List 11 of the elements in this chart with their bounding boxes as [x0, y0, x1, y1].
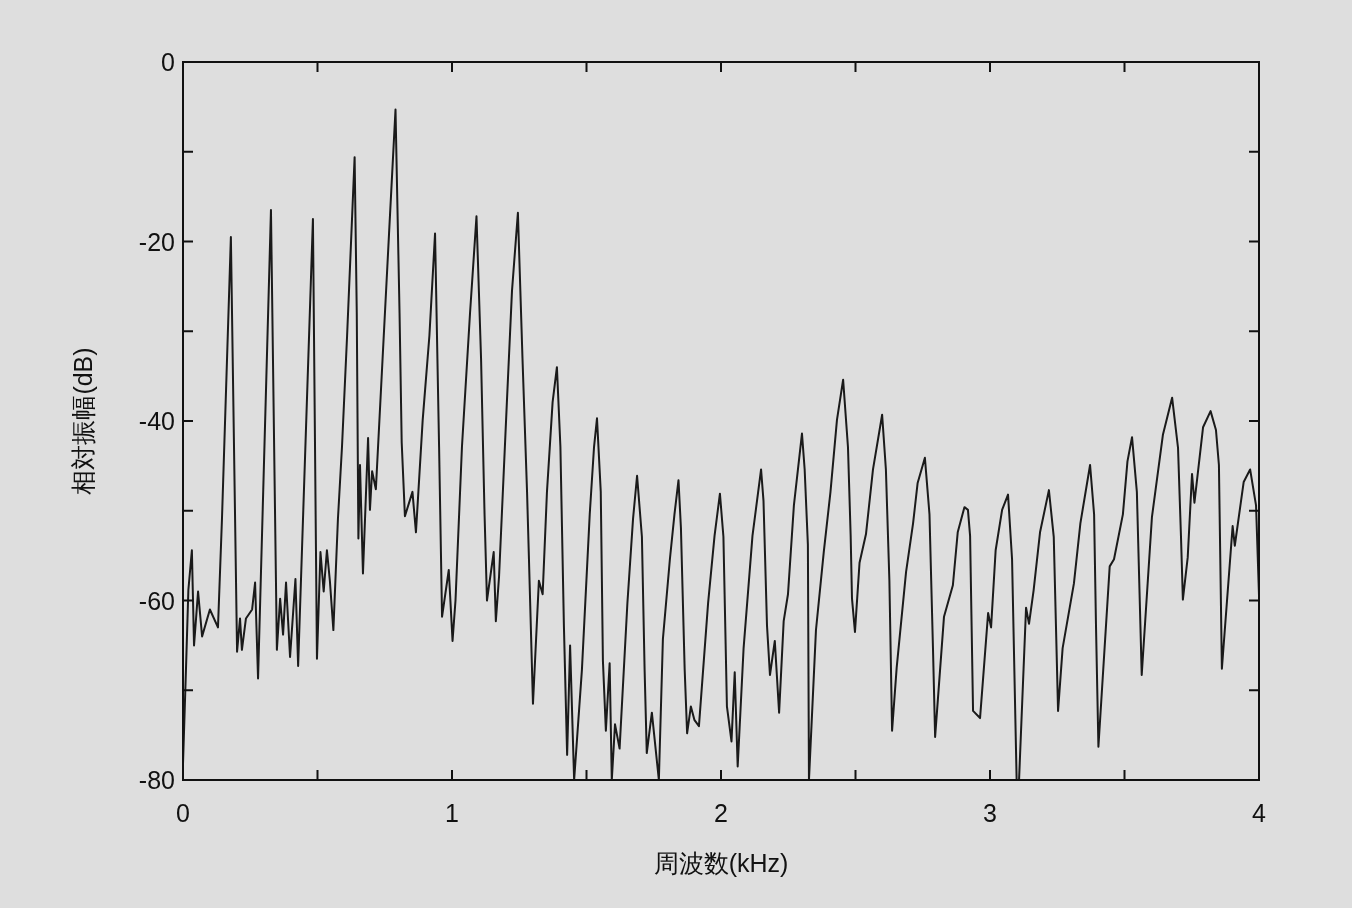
x-axis-title: 周波数(kHz) — [653, 849, 789, 877]
y-tick-label: -60 — [138, 586, 175, 615]
y-axis-title: 相対振幅(dB) — [69, 347, 97, 495]
x-tick-label: 1 — [445, 799, 459, 827]
y-tick-label: -20 — [138, 227, 175, 256]
x-tick-label: 4 — [1252, 799, 1267, 827]
x-tick-label: 3 — [983, 799, 997, 827]
y-tick-label: -80 — [138, 766, 175, 794]
y-tick-label: 0 — [161, 48, 175, 76]
x-tick-label: 2 — [714, 799, 728, 827]
y-tick-label: -40 — [138, 407, 175, 435]
